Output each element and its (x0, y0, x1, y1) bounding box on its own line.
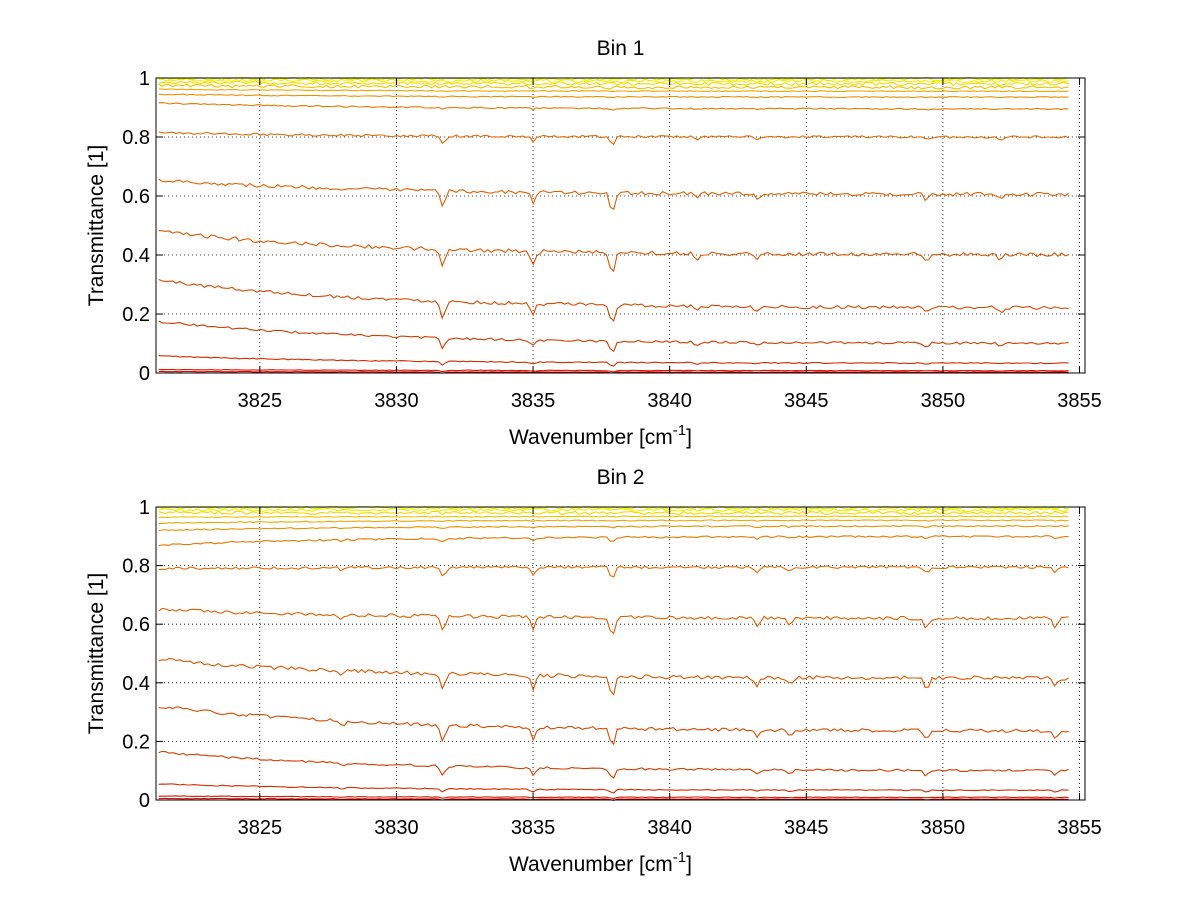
series-line-4 (158, 320, 1069, 353)
y-tick-label: 0.8 (122, 127, 150, 149)
x-tick-label: 3855 (1057, 817, 1102, 839)
x-axis-label: Wavenumber [cm-1] (509, 422, 692, 449)
x-tick-label: 3850 (921, 817, 966, 839)
series-line-14 (158, 507, 1069, 513)
series-line-6 (158, 230, 1069, 273)
series-group (158, 505, 1069, 801)
series-group (158, 76, 1069, 374)
series-line-7 (158, 608, 1069, 635)
series-line-5 (158, 278, 1069, 323)
x-tick-label: 3855 (1057, 390, 1102, 412)
series-line-7 (158, 178, 1069, 211)
series-line-10 (158, 93, 1069, 99)
y-tick-label: 0.6 (122, 186, 150, 208)
chart-panel-2: 3825 3830 3835 3840 3845 3850 3855 0 0.2 0.4 0.6 0.… (85, 466, 1102, 876)
chart-title: Bin 1 (597, 37, 645, 60)
series-line-11 (158, 519, 1069, 525)
x-tick-label: 3835 (511, 390, 556, 412)
x-tick-label: 3840 (647, 390, 692, 412)
x-tick-label: 3845 (784, 817, 829, 839)
series-line-13 (158, 510, 1069, 516)
series-line-4 (158, 750, 1069, 779)
series-line-9 (158, 102, 1069, 111)
y-tick-label: 0.4 (122, 245, 150, 267)
x-tick-label: 3830 (374, 390, 419, 412)
x-tick-label: 3850 (921, 390, 966, 412)
y-tick-label: 0.8 (122, 556, 150, 578)
series-line-14 (158, 78, 1069, 84)
x-tick-label: 3845 (784, 390, 829, 412)
series-line-8 (158, 131, 1069, 146)
series-line-13 (158, 80, 1069, 87)
y-tick-label: 0 (139, 790, 150, 812)
y-axis-label: Transmittance [1] (85, 573, 108, 734)
y-tick-label: 0.2 (122, 731, 150, 753)
y-axis-label: Transmittance [1] (85, 145, 108, 306)
y-tick-label: 0.6 (122, 614, 150, 636)
y-tick-label: 0 (139, 363, 150, 385)
series-line-2 (158, 795, 1069, 800)
series-line-8 (158, 565, 1069, 578)
series-line-11 (158, 88, 1069, 93)
y-tick-label: 0.2 (122, 304, 150, 326)
chart-title: Bin 2 (597, 466, 645, 489)
x-tick-label: 3825 (238, 817, 283, 839)
y-tick-label: 0.4 (122, 673, 150, 695)
series-line-2 (158, 368, 1069, 373)
series-line-12 (158, 515, 1069, 519)
x-tick-label: 3835 (511, 817, 556, 839)
plot-frame (155, 506, 1086, 801)
series-line-5 (158, 706, 1069, 746)
x-tick-label: 3830 (374, 817, 419, 839)
series-line-9 (158, 535, 1069, 547)
x-tick-label: 3825 (238, 390, 283, 412)
series-line-6 (158, 657, 1069, 696)
series-line-3 (158, 355, 1069, 367)
y-tick-label: 1 (139, 497, 150, 519)
y-tick-label: 1 (139, 68, 150, 90)
x-tick-label: 3840 (647, 817, 692, 839)
series-line-10 (158, 524, 1069, 532)
series-line-3 (158, 783, 1069, 794)
plot-frame (155, 77, 1086, 374)
chart-panel-1: 3825 3830 3835 3840 3845 3850 3855 0 0.2 0.4 0.6 0.… (85, 37, 1102, 449)
x-axis-label: Wavenumber [cm-1] (509, 849, 692, 876)
series-line-12 (158, 83, 1069, 90)
